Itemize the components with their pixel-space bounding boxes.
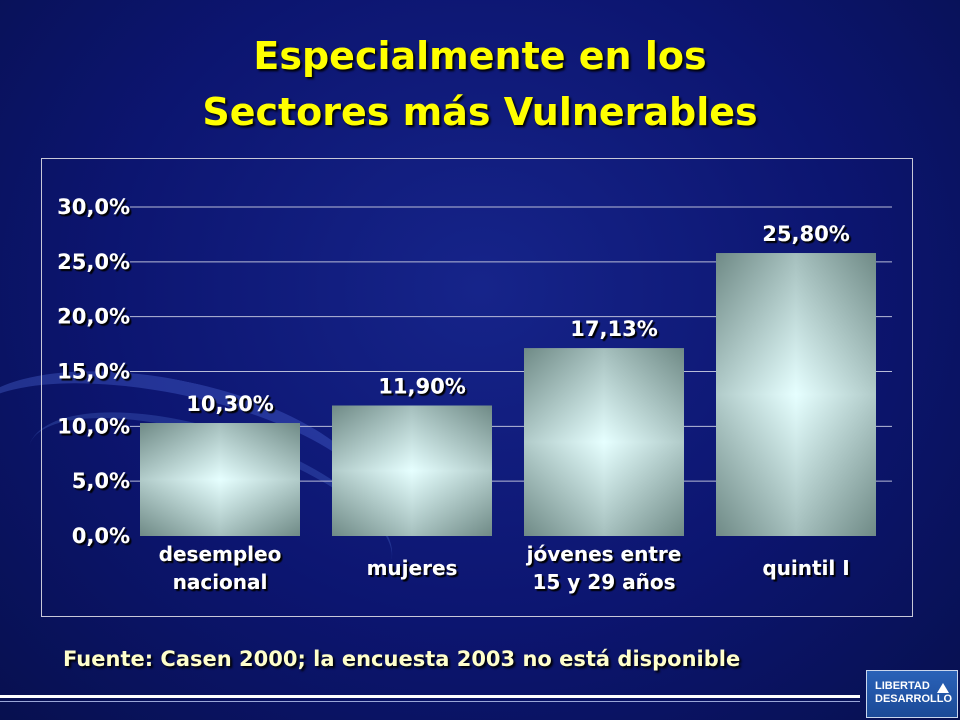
bar xyxy=(716,253,876,536)
data-labels: 10,30% 11,90% 17,13% 25,80% xyxy=(186,222,849,416)
logo-line-1: LIBERTAD xyxy=(875,680,930,692)
y-tick-label: 0,0% xyxy=(72,524,130,548)
y-tick-label: 10,0% xyxy=(57,414,130,438)
bar-fill-vertical xyxy=(332,405,492,536)
category-labels: desempleo nacional mujeres jóvenes entre 15 … xyxy=(159,542,850,594)
libertad-desarrollo-logo: LIBERTAD DESARROLLO xyxy=(866,670,958,718)
bar-fill-vertical xyxy=(140,423,300,536)
bar xyxy=(140,423,300,536)
logo-line-2: DESARROLLO xyxy=(875,693,952,705)
bottom-rule xyxy=(0,695,860,698)
bar xyxy=(524,348,684,536)
category-label: desempleo xyxy=(159,542,282,566)
title-line-2: Sectores más Vulnerables xyxy=(202,90,758,134)
y-tick-label: 15,0% xyxy=(57,360,130,384)
category-label: 15 y 29 años xyxy=(533,570,676,594)
logo-triangle-icon xyxy=(937,683,949,693)
bar xyxy=(332,405,492,536)
data-label: 17,13% xyxy=(570,317,657,341)
bottom-rule-thin xyxy=(0,701,860,702)
y-tick-label: 30,0% xyxy=(57,195,130,219)
y-tick-label: 25,0% xyxy=(57,250,130,274)
bar-fill-vertical xyxy=(524,348,684,536)
bars xyxy=(140,253,876,536)
category-label: jóvenes entre xyxy=(526,542,682,566)
y-axis-ticks: 0,0% 5,0% 10,0% 15,0% 20,0% 25,0% 30,0% xyxy=(57,195,130,548)
data-label: 25,80% xyxy=(762,222,849,246)
y-tick-label: 5,0% xyxy=(72,469,130,493)
bar-fill-vertical xyxy=(716,253,876,536)
y-tick-label: 20,0% xyxy=(57,305,130,329)
category-label: nacional xyxy=(173,570,268,594)
data-label: 11,90% xyxy=(378,374,465,398)
source-note: Fuente: Casen 2000; la encuesta 2003 no … xyxy=(63,647,741,671)
title-line-1: Especialmente en los xyxy=(253,34,707,78)
category-label: mujeres xyxy=(367,556,458,580)
chart-frame xyxy=(41,158,913,617)
category-label: quintil I xyxy=(762,556,849,580)
data-label: 10,30% xyxy=(186,392,273,416)
